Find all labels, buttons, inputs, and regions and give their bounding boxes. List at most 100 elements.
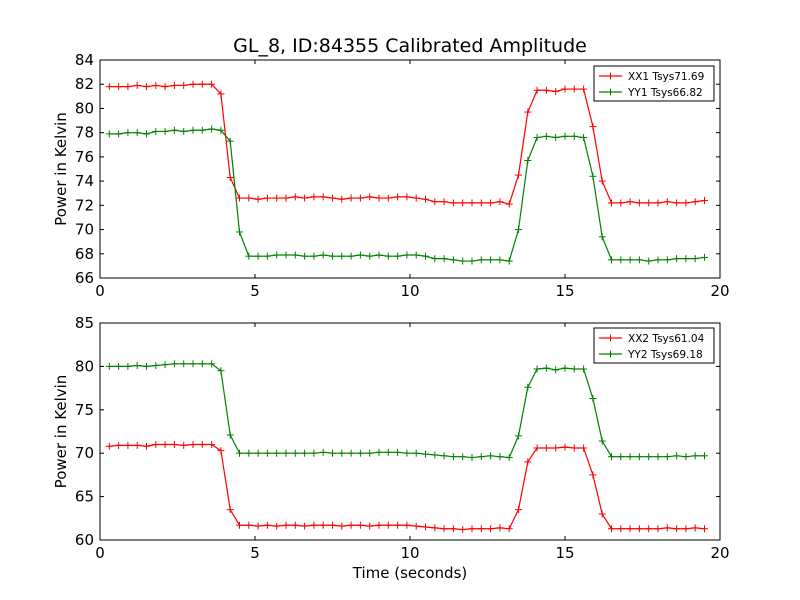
data-point — [570, 132, 578, 140]
data-point — [440, 255, 448, 263]
data-point — [394, 521, 402, 529]
data-point — [505, 454, 513, 462]
legend-label: XX1 Tsys71.69 — [628, 71, 704, 83]
y-tick-label: 78 — [75, 124, 94, 142]
data-point — [375, 194, 383, 202]
y-tick-label: 82 — [75, 75, 94, 93]
data-point — [282, 521, 290, 529]
data-point — [291, 193, 299, 201]
data-point — [645, 257, 653, 265]
data-point — [487, 525, 495, 533]
data-point — [608, 525, 615, 533]
data-point — [561, 364, 569, 372]
data-point — [635, 453, 643, 461]
x-tick-label: 15 — [555, 544, 574, 562]
data-point — [189, 126, 197, 134]
data-point — [654, 199, 662, 207]
data-point — [459, 257, 467, 265]
data-point — [608, 453, 615, 461]
y-tick-label: 72 — [75, 196, 94, 214]
data-point — [319, 251, 327, 259]
bottom-subplot: 0 5 10 15 20 60 65 70 75 80 85 Power in Kelvin XX2 T… — [52, 314, 730, 562]
data-point — [170, 360, 178, 368]
data-point — [161, 83, 169, 91]
data-point — [105, 83, 113, 91]
data-point — [515, 226, 522, 234]
data-point — [487, 256, 495, 264]
data-point — [505, 200, 513, 208]
data-point — [236, 521, 243, 529]
y-tick-label: 80 — [75, 357, 94, 375]
data-point — [152, 362, 160, 370]
data-point — [468, 199, 476, 207]
data-point — [319, 193, 327, 201]
data-point — [170, 441, 178, 449]
data-point — [589, 123, 597, 131]
data-point — [701, 196, 708, 204]
data-point — [431, 255, 439, 263]
data-point — [533, 444, 541, 452]
data-point — [301, 449, 309, 457]
data-point — [645, 199, 653, 207]
data-point — [245, 449, 253, 457]
data-point — [263, 252, 271, 260]
data-point — [384, 521, 392, 529]
data-point — [682, 255, 690, 263]
data-point — [301, 252, 309, 260]
data-point — [347, 252, 355, 260]
x-tick-label: 5 — [250, 544, 260, 562]
data-point — [329, 252, 336, 260]
data-point — [663, 453, 671, 461]
data-point — [291, 251, 299, 259]
data-point — [198, 441, 206, 449]
data-point — [515, 171, 522, 179]
data-point — [291, 521, 299, 529]
data-point — [422, 195, 429, 203]
legend: XX1 Tsys71.69 YY1 Tsys66.82 — [593, 65, 715, 102]
data-point — [505, 525, 513, 533]
data-point — [217, 90, 225, 98]
data-point — [663, 524, 671, 532]
data-point — [552, 444, 560, 452]
data-point — [552, 87, 560, 95]
data-point — [412, 522, 420, 530]
data-point — [273, 194, 281, 202]
data-point — [356, 449, 364, 457]
data-point — [515, 506, 522, 514]
data-point — [412, 449, 420, 457]
data-point — [124, 129, 132, 137]
data-point — [366, 449, 374, 457]
data-point — [152, 127, 160, 135]
top-subplot: 0 5 10 15 20 66 68 70 72 74 76 78 80 82 84 Power in Kel… — [52, 51, 730, 300]
data-point — [617, 256, 625, 264]
data-point — [375, 448, 383, 456]
data-point — [635, 199, 643, 207]
data-point — [412, 251, 420, 259]
data-point — [654, 525, 662, 533]
data-point — [626, 198, 634, 206]
data-point — [617, 525, 625, 533]
y-tick-label: 84 — [75, 51, 94, 69]
data-point — [561, 85, 569, 93]
data-point — [533, 86, 541, 94]
data-point — [198, 360, 206, 368]
data-point — [384, 194, 392, 202]
data-point — [645, 453, 653, 461]
data-point — [319, 521, 327, 529]
data-point — [180, 441, 188, 449]
data-point — [263, 194, 271, 202]
data-point — [663, 198, 671, 206]
data-point — [468, 257, 476, 265]
data-point — [496, 256, 504, 264]
data-point — [589, 471, 597, 479]
data-point — [496, 453, 504, 461]
data-point — [561, 443, 569, 451]
data-point — [180, 360, 188, 368]
data-point — [682, 525, 690, 533]
data-point — [208, 80, 216, 88]
data-point — [459, 526, 467, 534]
data-point — [487, 199, 495, 207]
data-point — [254, 449, 262, 457]
data-point — [626, 256, 634, 264]
x-tick-label: 15 — [555, 282, 574, 300]
